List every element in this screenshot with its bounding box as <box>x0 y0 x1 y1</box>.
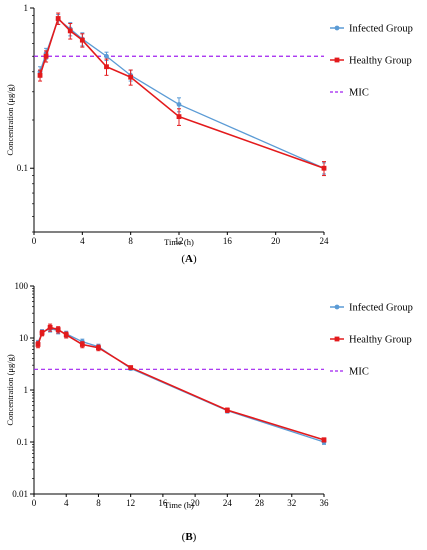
data-point <box>79 37 85 43</box>
data-point <box>39 330 45 336</box>
series-healthy-group <box>35 323 327 443</box>
x-tick-label: 28 <box>255 498 265 508</box>
data-point <box>224 407 230 413</box>
data-point <box>176 114 182 120</box>
data-point <box>104 53 109 59</box>
data-point <box>37 72 43 78</box>
legend-label: MIC <box>349 367 369 378</box>
x-tick-label: 16 <box>158 498 168 508</box>
y-tick-label: 1 <box>24 385 29 395</box>
chart-panel-b: 0 4 8 12 16 20 24 28 32 36 0.01 0.1 1 10 100 Time (h) Co… <box>5 281 413 543</box>
legend-marker <box>334 25 340 31</box>
x-tick-label: 4 <box>64 498 69 508</box>
panel-label: (A) <box>181 253 197 265</box>
x-tick-label: 12 <box>126 498 135 508</box>
data-point <box>128 365 134 370</box>
x-tick-label: 36 <box>320 498 330 508</box>
x-tick-label: 24 <box>223 498 233 508</box>
data-point <box>321 437 327 443</box>
legend-label: MIC <box>349 88 369 99</box>
y-tick-label: 0.1 <box>17 437 28 447</box>
data-point <box>55 327 61 333</box>
data-point <box>176 102 182 107</box>
data-point <box>321 165 327 171</box>
y-axis-label: Concentration (μg/g) <box>5 84 15 156</box>
data-point <box>47 324 53 330</box>
y-tick-label: 100 <box>15 281 29 291</box>
legend-marker <box>334 336 340 342</box>
data-point <box>55 16 61 21</box>
legend-marker <box>334 57 340 63</box>
series-healthy-group <box>37 12 327 177</box>
y-tick-label: 0.01 <box>12 489 28 499</box>
legend: Infected Group Healthy Group MIC <box>330 303 413 378</box>
y-tick-label: 1 <box>24 3 29 13</box>
x-axis-label: Time (h) <box>164 500 194 510</box>
data-point <box>96 345 101 351</box>
y-tick-label: 0.1 <box>17 163 28 173</box>
x-tick-label: 4 <box>80 236 85 246</box>
legend-label: Healthy Group <box>349 335 412 346</box>
x-tick-label: 0 <box>32 498 37 508</box>
data-point <box>104 64 109 70</box>
chart-panel-a: 0 4 8 12 16 20 24 0.1 1 Time (h) Concentration (μg… <box>5 3 413 265</box>
data-point <box>67 28 73 34</box>
data-point <box>43 53 49 59</box>
x-tick-label: 0 <box>32 236 37 246</box>
y-axis-label: Concentration (μg/g) <box>5 354 15 426</box>
x-tick-label: 20 <box>271 236 281 246</box>
data-point <box>63 332 69 338</box>
series-line <box>37 326 325 441</box>
legend: Infected Group Healthy Group MIC <box>330 24 413 99</box>
x-tick-label: 24 <box>320 236 330 246</box>
legend-label: Infected Group <box>349 303 413 314</box>
x-tick-label: 20 <box>191 498 201 508</box>
x-tick-label: 16 <box>223 236 233 246</box>
x-tick-label: 8 <box>128 236 133 246</box>
panel-label: (B) <box>182 531 197 543</box>
data-point <box>35 342 41 347</box>
x-tick-label: 32 <box>287 498 296 508</box>
x-tick-label: 12 <box>175 236 184 246</box>
y-tick-label: 10 <box>19 333 29 343</box>
x-tick-label: 8 <box>96 498 101 508</box>
legend-marker <box>334 304 340 310</box>
data-point <box>128 74 134 80</box>
data-point <box>79 342 85 347</box>
x-axis-label: Time (h) <box>164 237 194 247</box>
legend-label: Healthy Group <box>349 56 412 67</box>
legend-label: Infected Group <box>349 24 413 35</box>
